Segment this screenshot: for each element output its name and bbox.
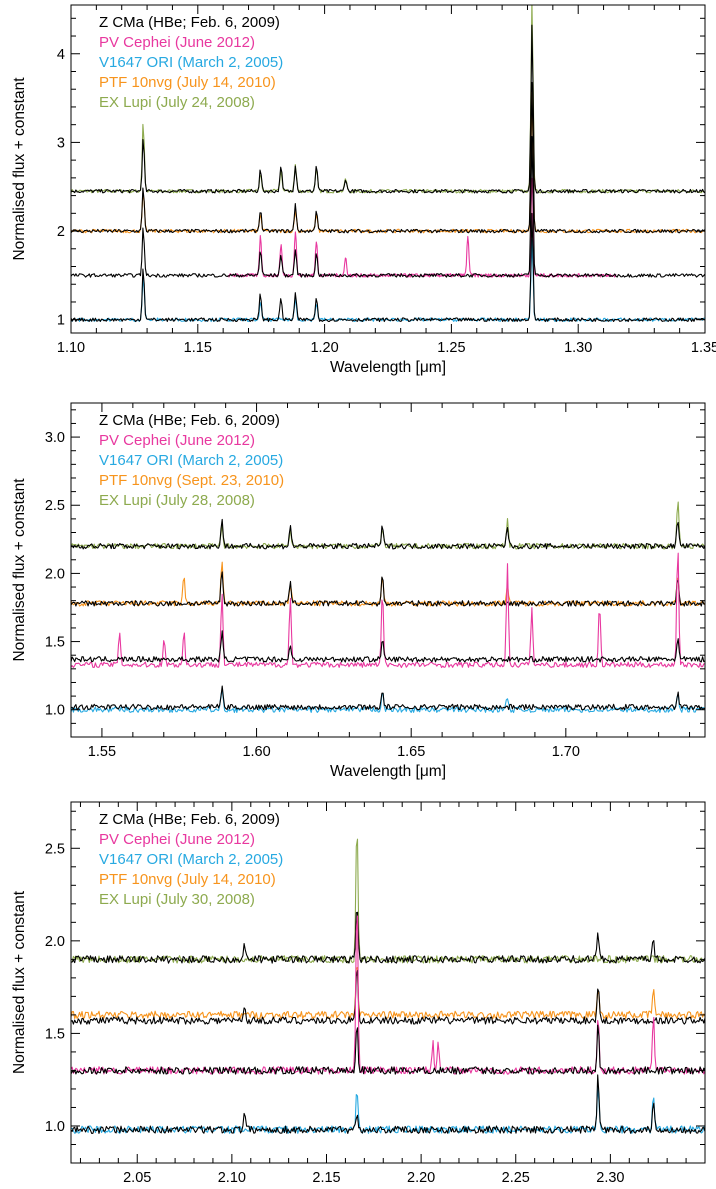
y-tick-label: 1.5 [45,1026,65,1042]
legend-entry: Z CMa (HBe; Feb. 6, 2009) [99,412,280,429]
x-axis-title: Wavelength [μm] [330,359,446,376]
x-tick-label: 1.55 [88,744,116,760]
series-line-5 [227,177,617,278]
y-tick-label: 1.5 [45,635,65,651]
legend-entry: PTF 10nvg (July 14, 2010) [99,871,276,888]
legend-entry: Z CMa (HBe; Feb. 6, 2009) [99,14,280,31]
x-tick-label: 2.15 [312,1170,340,1186]
y-tick-label: 2.0 [45,566,65,582]
legend-entry: PV Cephei (June 2012) [99,831,255,848]
y-tick-label: 1.0 [45,703,65,719]
legend-entry: PV Cephei (June 2012) [99,432,255,449]
legend-entry: Z CMa (HBe; Feb. 6, 2009) [99,811,280,828]
series-line-8 [71,685,705,711]
x-tick-label: 1.30 [564,340,592,356]
x-tick-label: 1.10 [57,340,85,356]
plot-area [71,501,705,714]
x-tick-label: 1.35 [691,340,716,356]
y-tick-label: 2.5 [45,841,65,857]
x-axis-title: Wavelength [μm] [330,763,446,780]
y-tick-label: 2.0 [45,934,65,950]
series-line-6 [71,136,705,278]
series-line-8 [71,1074,705,1134]
legend-entry: V1647 ORI (March 2, 2005) [99,452,283,469]
series-line-2 [71,911,705,964]
y-tick-label: 2 [57,224,65,240]
series-line-4 [71,571,705,607]
x-tick-label: 2.05 [123,1170,151,1186]
y-tick-label: 1.0 [45,1119,65,1135]
plot-area [71,5,705,323]
x-tick-label: 1.65 [397,744,425,760]
y-tick-label: 1 [57,313,65,329]
series-line-3 [71,561,705,607]
chart-panel-2: 1.55 1.60 1.65 1.70 1.0 1.5 2.0 2.5 3.0 Wavelengt… [11,402,706,780]
y-tick-label: 4 [57,47,65,63]
x-tick-label: 1.60 [242,744,270,760]
chart-panel-1: 1.10 1.15 1.20 1.25 1.30 1.35 1 2 3 4 Wavelength [… [11,4,716,376]
plot-frame [70,402,706,738]
legend-entry: EX Lupi (July 30, 2008) [99,891,255,908]
y-axis-title: Normalised flux + constant [11,890,28,1074]
x-tick-label: 1.70 [552,744,580,760]
y-axis-title: Normalised flux + constant [11,478,28,662]
legend-entry: PTF 10nvg (July 14, 2010) [99,74,276,91]
series-line-4 [71,81,705,234]
legend-entry: PTF 10nvg (Sept. 23, 2010) [99,472,284,489]
y-axis-title: Normalised flux + constant [11,77,28,261]
legend-entry: V1647 ORI (March 2, 2005) [99,851,283,868]
series-line-3 [71,91,705,234]
legend-entry: V1647 ORI (March 2, 2005) [99,54,283,71]
x-tick-label: 1.25 [437,340,465,356]
x-tick-label: 2.20 [407,1170,435,1186]
x-tick-label: 2.30 [596,1170,624,1186]
series-line-2 [71,24,705,194]
x-tick-label: 1.15 [184,340,212,356]
plot-area [71,838,705,1134]
series-line-6 [71,1024,705,1075]
series-line-2 [71,518,705,550]
plot-frame [70,801,706,1164]
y-tick-label: 3.0 [45,430,65,446]
x-tick-label: 2.10 [218,1170,246,1186]
plot-frame [70,4,706,334]
x-tick-label: 1.20 [310,340,338,356]
legend-entry: PV Cephei (June 2012) [99,34,255,51]
series-line-6 [71,630,705,663]
x-tick-label: 2.25 [502,1170,530,1186]
series-line-4 [71,970,705,1025]
series-line-8 [71,212,705,323]
series-line-5 [71,915,705,1075]
series-line-5 [71,552,705,669]
chart-panel-3: 2.052.102.152.202.252.301.01.52.02.5Wave… [11,801,706,1186]
legend-entry: EX Lupi (July 28, 2008) [99,492,255,509]
series-line-7 [71,239,705,323]
series-line-7 [71,689,705,714]
series-line-3 [71,966,705,1020]
series-line-1 [71,501,705,550]
legend-entry: EX Lupi (July 24, 2008) [99,94,255,111]
series-line-7 [71,1087,705,1134]
y-tick-label: 2.5 [45,498,65,514]
y-tick-label: 3 [57,135,65,151]
